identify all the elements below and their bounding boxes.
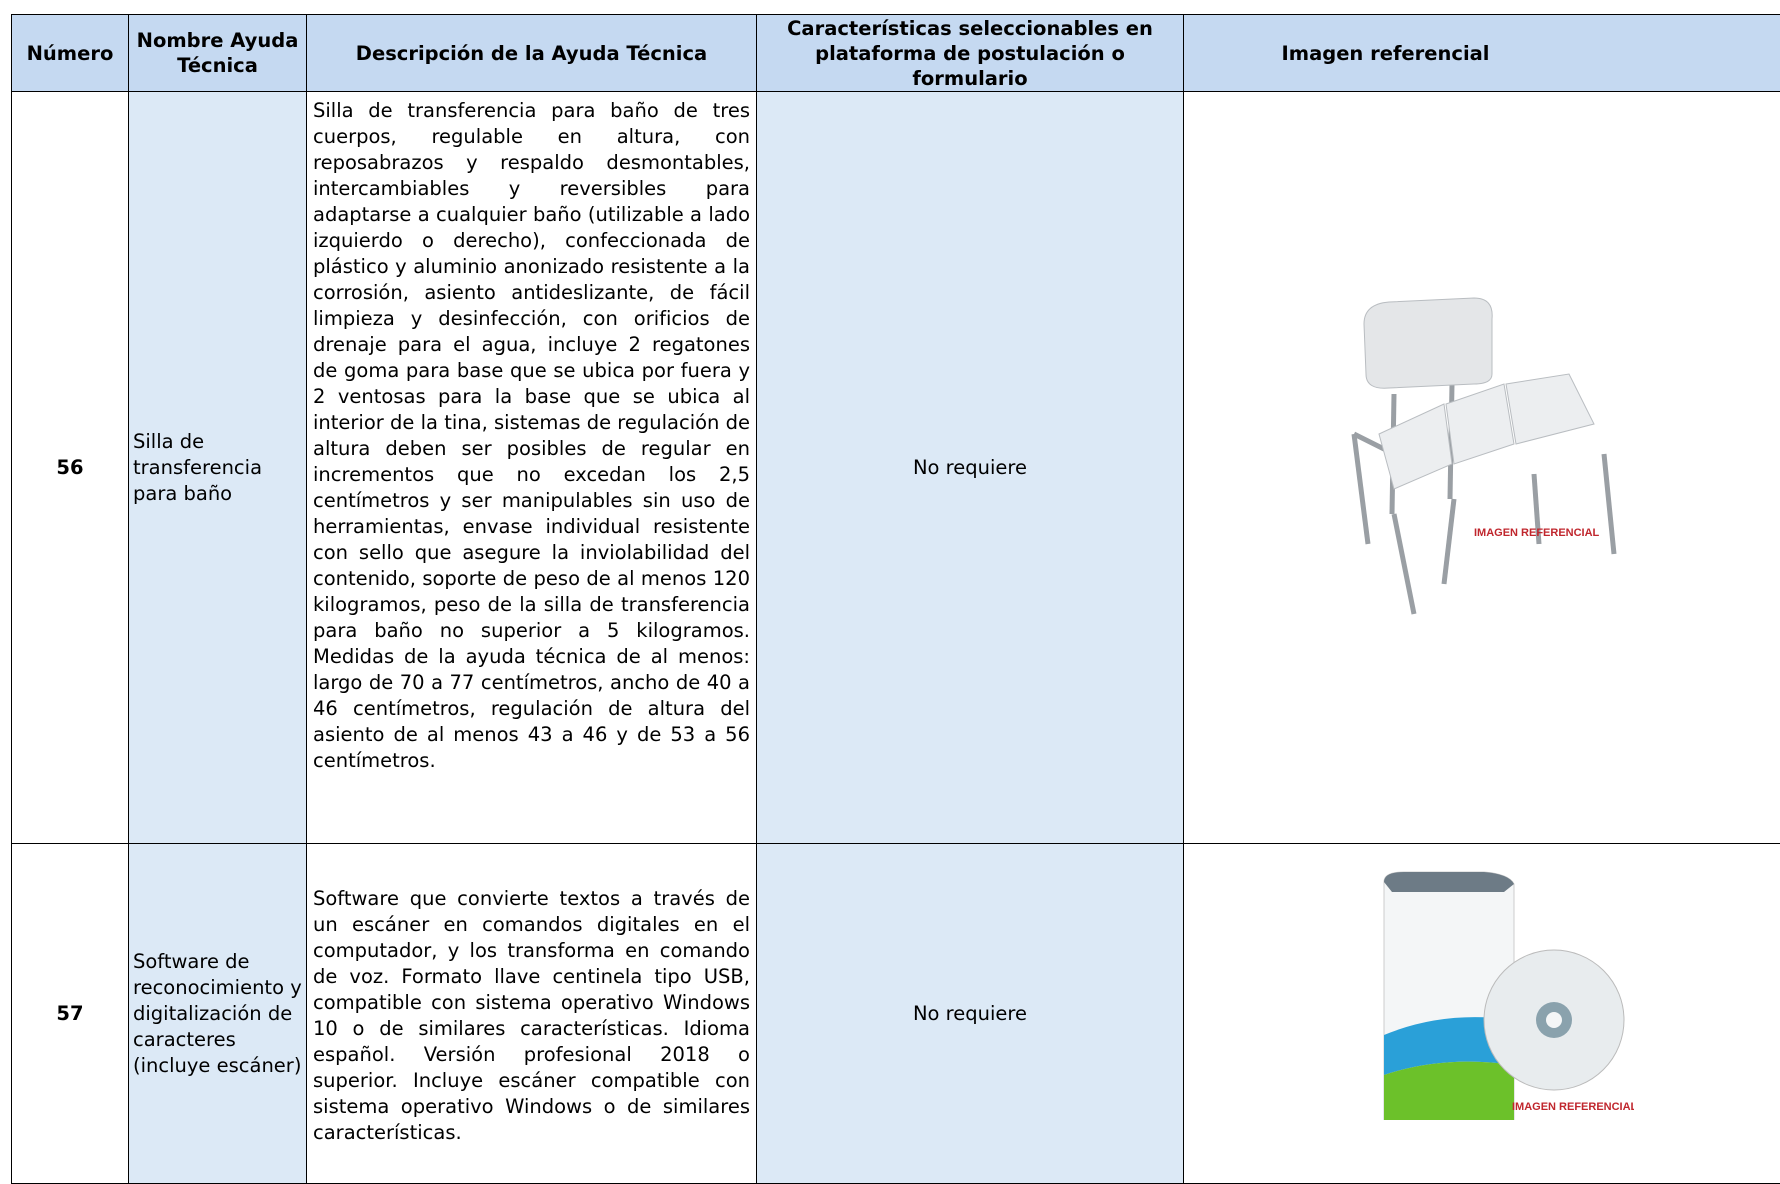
header-cell: Características seleccionables en plataf…	[757, 15, 1184, 92]
header-cell: Descripción de la Ayuda Técnica	[307, 15, 757, 92]
header-row: Número Nombre Ayuda Técnica Descripción …	[12, 15, 1780, 92]
image-cell: IMAGEN REFERENCIAL	[1184, 92, 1780, 844]
image-caption: IMAGEN REFERENCIAL	[1512, 1101, 1634, 1113]
header-cell: Imagen referencial	[1184, 15, 1780, 92]
table-row: 56 Silla de transferencia para baño Sill…	[12, 92, 1780, 844]
header-cell: Nombre Ayuda Técnica	[129, 15, 307, 92]
features-cell: No requiere	[757, 92, 1184, 844]
description-cell: Software que convierte textos a través d…	[307, 844, 757, 1184]
name-cell: Silla de transferencia para baño	[129, 92, 307, 844]
number-cell: 56	[12, 92, 129, 844]
image-cell: IMAGEN REFERENCIAL	[1184, 844, 1780, 1184]
header-cell: Número	[12, 15, 129, 92]
number-cell: 57	[12, 844, 129, 1184]
table-row: 57 Software de reconocimiento y digitali…	[12, 844, 1780, 1184]
features-cell: No requiere	[757, 844, 1184, 1184]
name-cell: Software de reconocimiento y digitalizac…	[129, 844, 307, 1184]
image-caption: IMAGEN REFERENCIAL	[1474, 527, 1600, 539]
chair-image: IMAGEN REFERENCIAL	[1334, 284, 1634, 644]
aid-table: Número Nombre Ayuda Técnica Descripción …	[11, 14, 1780, 1184]
page: Número Nombre Ayuda Técnica Descripción …	[0, 0, 1780, 1158]
description-cell: Silla de transferencia para baño de tres…	[307, 92, 757, 844]
software-image: IMAGEN REFERENCIAL	[1344, 870, 1634, 1120]
